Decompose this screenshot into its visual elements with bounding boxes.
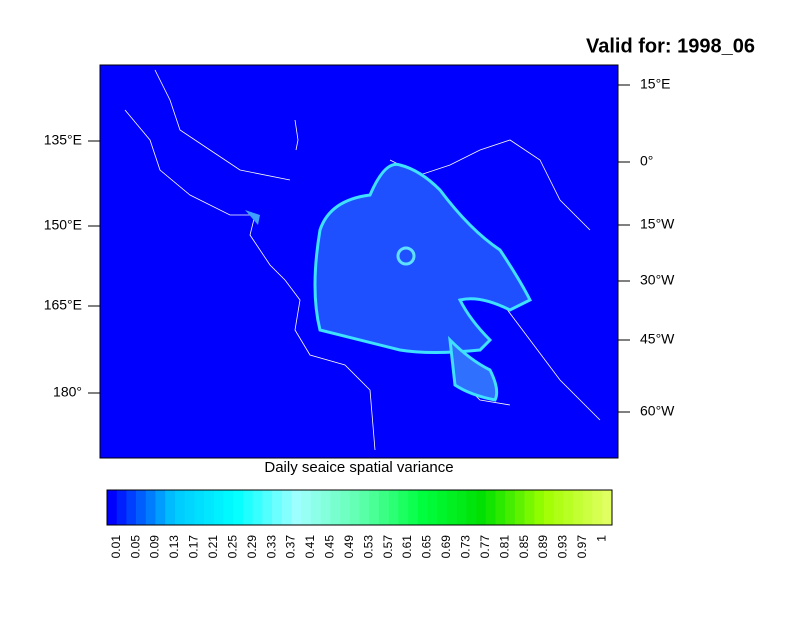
colorbar-box (301, 490, 312, 525)
colorbar-box (252, 490, 263, 525)
colorbar-box (359, 490, 370, 525)
sea-ice (245, 162, 533, 402)
map-caption: Daily seaice spatial variance (264, 459, 453, 476)
colorbar-box (291, 490, 302, 525)
colorbar-box (563, 490, 574, 525)
colorbar-box (340, 490, 351, 525)
lon-label: 30°W (640, 272, 675, 288)
colorbar-box (194, 490, 205, 525)
colorbar-box (233, 490, 244, 525)
colorbar-box (446, 490, 457, 525)
colorbar-label: 0.45 (323, 535, 337, 559)
colorbar-box (544, 490, 555, 525)
colorbar-label: 0.33 (264, 535, 278, 559)
colorbar-label: 0.73 (458, 535, 472, 559)
colorbar-box (456, 490, 467, 525)
colorbar-label: 0.69 (439, 535, 453, 559)
colorbar-label: 0.41 (303, 535, 317, 559)
colorbar-box (534, 490, 545, 525)
colorbar-box (320, 490, 331, 525)
lat-label: 150°E (44, 217, 82, 233)
colorbar-label: 0.21 (206, 535, 220, 559)
lon-label: 60°W (640, 403, 675, 419)
colorbar-box (272, 490, 283, 525)
colorbar-label: 0.01 (109, 535, 123, 559)
colorbar-box (553, 490, 564, 525)
colorbar-box (204, 490, 215, 525)
right-axis: 15°E 0° 15°W 30°W 45°W 60°W (618, 76, 675, 419)
colorbar-box (330, 490, 341, 525)
lon-label: 15°E (640, 76, 671, 92)
colorbar-box (262, 490, 273, 525)
colorbar-box (505, 490, 516, 525)
lat-label: 165°E (44, 297, 82, 313)
colorbar-label: 0.09 (148, 535, 162, 559)
colorbar-box (242, 490, 253, 525)
colorbar-box (524, 490, 535, 525)
colorbar-box (116, 490, 127, 525)
colorbar-box (107, 490, 118, 525)
colorbar-box (417, 490, 428, 525)
colorbar-label: 0.25 (225, 535, 239, 559)
colorbar-box (408, 490, 419, 525)
colorbar-box (514, 490, 525, 525)
colorbar-frame (106, 489, 613, 526)
colorbar-label: 0.93 (556, 535, 570, 559)
colorbar-box (174, 490, 185, 525)
map (99, 64, 619, 459)
colorbar-box (126, 490, 137, 525)
colorbar-box (476, 490, 487, 525)
colorbar-box (281, 490, 292, 525)
colorbar-box (573, 490, 584, 525)
colorbar-box (213, 490, 224, 525)
colorbar-box (582, 490, 593, 525)
colorbar-label: 0.13 (167, 535, 181, 559)
colorbar-box (602, 490, 613, 525)
colorbar-box (378, 490, 389, 525)
colorbar-box (398, 490, 409, 525)
colorbar-box (495, 490, 506, 525)
colorbar-box (466, 490, 477, 525)
colorbar-label: 0.85 (517, 535, 531, 559)
colorbar-label: 0.49 (342, 535, 356, 559)
colorbar-box (223, 490, 234, 525)
colorbar-box (136, 490, 147, 525)
colorbar-box (310, 490, 321, 525)
colorbar-box (349, 490, 360, 525)
colorbar-label: 0.77 (478, 535, 492, 559)
colorbar-label: 0.53 (361, 535, 375, 559)
colorbar-box (184, 490, 195, 525)
left-axis: 135°E 150°E 165°E 180° (44, 132, 100, 400)
colorbar-box (388, 490, 399, 525)
colorbar-label: 0.89 (536, 535, 550, 559)
lon-label: 45°W (640, 331, 675, 347)
lat-label: 180° (53, 384, 82, 400)
colorbar-label: 0.05 (128, 535, 142, 559)
colorbar-label: 0.81 (497, 535, 511, 559)
colorbar-box (437, 490, 448, 525)
colorbar-label: 0.29 (245, 535, 259, 559)
colorbar-label: 0.17 (187, 535, 201, 559)
colorbar-box (369, 490, 380, 525)
colorbar-label: 0.37 (284, 535, 298, 559)
colorbar-label: 0.97 (575, 535, 589, 559)
colorbar-box (145, 490, 156, 525)
colorbar-box (485, 490, 496, 525)
title: Valid for: 1998_06 (586, 35, 755, 57)
colorbar-label: 0.57 (381, 535, 395, 559)
colorbar-label: 0.65 (420, 535, 434, 559)
colorbar-box (427, 490, 438, 525)
colorbar-box (155, 490, 166, 525)
colorbar-box (592, 490, 603, 525)
lon-label: 0° (640, 153, 653, 169)
colorbar-box (165, 490, 176, 525)
colorbar-label: 1 (594, 535, 608, 542)
lon-label: 15°W (640, 216, 675, 232)
colorbar: 0.01 0.05 0.09 0.13 0.17 0.21 0.25 0.29 0.33 0.37… (106, 489, 613, 559)
lat-label: 135°E (44, 132, 82, 148)
colorbar-label: 0.61 (400, 535, 414, 559)
